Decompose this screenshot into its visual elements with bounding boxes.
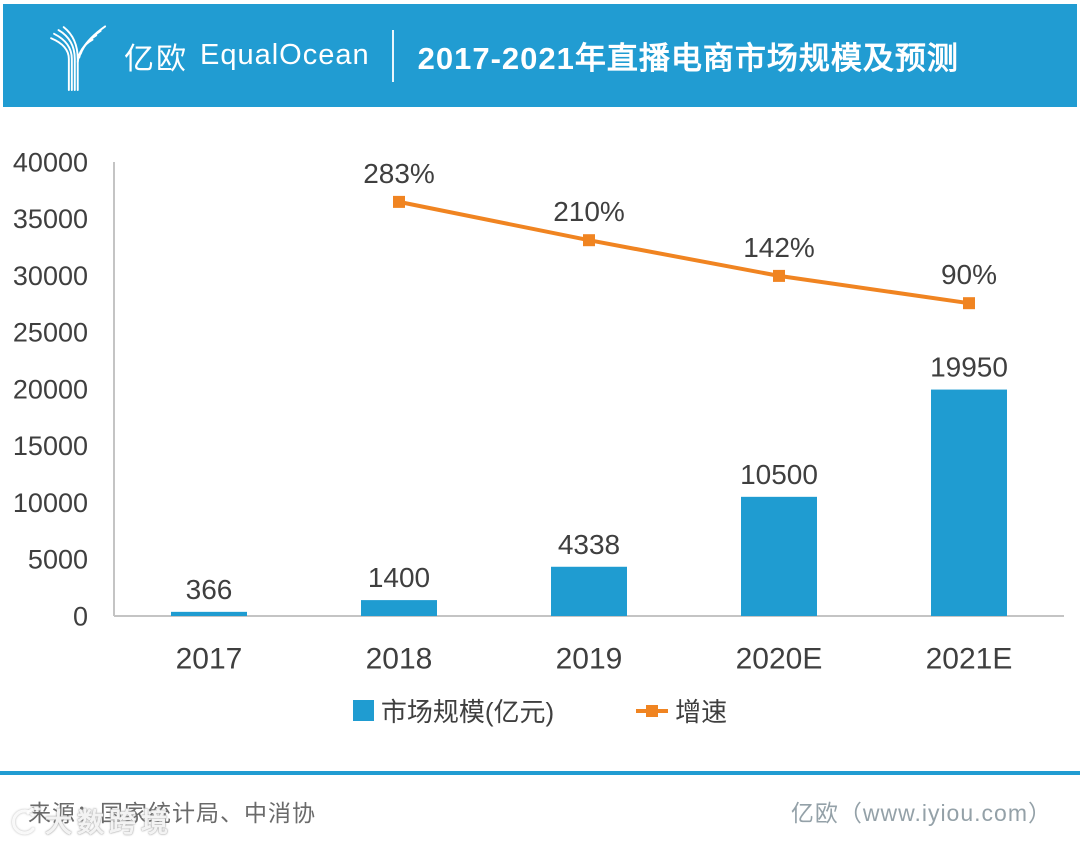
y-tick-label: 30000 <box>13 261 88 291</box>
y-tick-label: 5000 <box>28 545 88 575</box>
bar-value-label: 4338 <box>558 529 620 560</box>
legend-item-growth: 增速 <box>636 692 727 729</box>
line-series-swatch-icon <box>636 704 669 717</box>
credit-note: 亿欧（www.iyiou.com） <box>790 800 1052 826</box>
chart-legend: 市场规模(亿元) 增速 <box>0 692 1080 729</box>
y-tick-label: 25000 <box>13 318 88 348</box>
legend-label: 增速 <box>675 697 728 727</box>
y-tick-label: 35000 <box>13 204 88 234</box>
y-tick-label: 0 <box>73 601 88 631</box>
footer: 来源：国家统计局、中消协 亿欧（www.iyiou.com） <box>0 794 1080 828</box>
growth-value-label: 283% <box>363 158 435 189</box>
x-tick-label: 2021E <box>926 643 1013 676</box>
bar-2020E <box>741 496 817 616</box>
brand-name-en: EqualOcean <box>200 39 370 71</box>
growth-value-label: 210% <box>553 196 625 227</box>
bar-series-swatch-icon <box>352 700 374 721</box>
source-note: 来源：国家统计局、中消协 <box>28 800 316 826</box>
y-tick-label: 40000 <box>13 147 88 177</box>
bar-2018 <box>361 600 437 616</box>
growth-marker-2020E <box>773 269 785 282</box>
legend-item-market-size: 市场规模(亿元) <box>352 692 555 729</box>
header-divider <box>391 29 394 82</box>
y-tick-label: 10000 <box>13 488 88 518</box>
bar-value-label: 10500 <box>740 459 818 490</box>
equalocean-logo-icon <box>50 24 107 91</box>
bar-2019 <box>551 566 627 616</box>
x-tick-label: 2018 <box>366 643 433 676</box>
x-tick-label: 2017 <box>176 643 243 676</box>
growth-marker-2018 <box>393 195 405 208</box>
bar-value-label: 19950 <box>930 352 1008 383</box>
legend-label: 市场规模(亿元) <box>380 697 555 727</box>
footer-divider <box>0 771 1080 775</box>
bar-value-label: 366 <box>186 574 233 605</box>
growth-marker-2021E <box>963 297 975 310</box>
x-tick-label: 2019 <box>556 643 623 676</box>
bar-2017 <box>171 611 247 616</box>
growth-marker-2019 <box>583 234 595 247</box>
x-tick-label: 2020E <box>736 643 823 676</box>
growth-value-label: 90% <box>941 259 997 290</box>
growth-line <box>398 199 970 306</box>
bar-value-label: 1400 <box>368 562 430 593</box>
y-tick-label: 20000 <box>13 374 88 404</box>
bar-2021E <box>931 389 1007 616</box>
y-tick-label: 15000 <box>13 431 88 461</box>
brand-name-cn: 亿欧 <box>124 42 188 76</box>
growth-value-label: 142% <box>743 232 815 263</box>
page-title: 2017-2021年直播电商市场规模及预测 <box>417 41 959 76</box>
header-banner: 亿欧 EqualOcean 2017-2021年直播电商市场规模及预测 <box>3 4 1077 107</box>
